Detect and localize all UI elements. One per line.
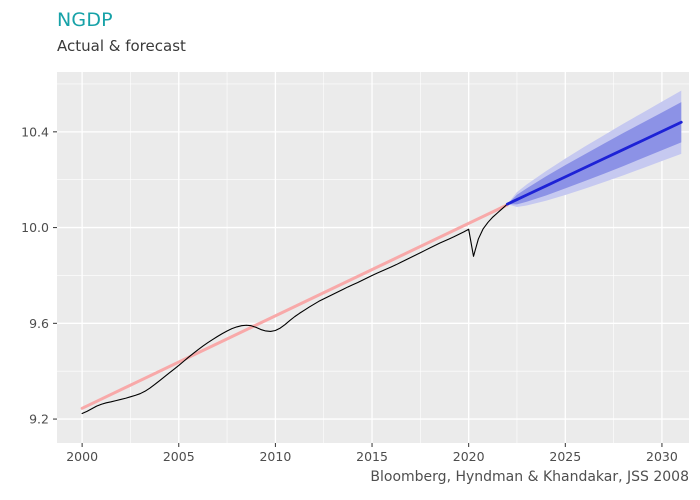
forecast-mean-line — [505, 120, 683, 206]
x-tick-label: 2030 — [646, 449, 678, 464]
y-tick-label: 10.4 — [21, 124, 49, 139]
chart-subtitle: Actual & forecast — [57, 37, 186, 55]
y-tick-label: 10.0 — [21, 220, 49, 235]
x-tick-label: 2025 — [549, 449, 581, 464]
x-tick-label: 2005 — [163, 449, 195, 464]
x-tick-label: 2010 — [259, 449, 291, 464]
x-tick-label: 2000 — [66, 449, 98, 464]
actual-line — [81, 203, 508, 415]
panel-background — [57, 72, 689, 443]
x-tick-label: 2015 — [356, 449, 388, 464]
chart-caption: Bloomberg, Hyndman & Khandakar, JSS 2008 — [370, 469, 689, 485]
trend-line — [80, 203, 509, 410]
y-tick-label: 9.6 — [29, 316, 49, 331]
forecast-band-80 — [507, 102, 682, 205]
x-tick-label: 2020 — [453, 449, 485, 464]
y-tick-label: 9.2 — [29, 412, 49, 427]
chart-title: NGDP — [57, 9, 113, 31]
